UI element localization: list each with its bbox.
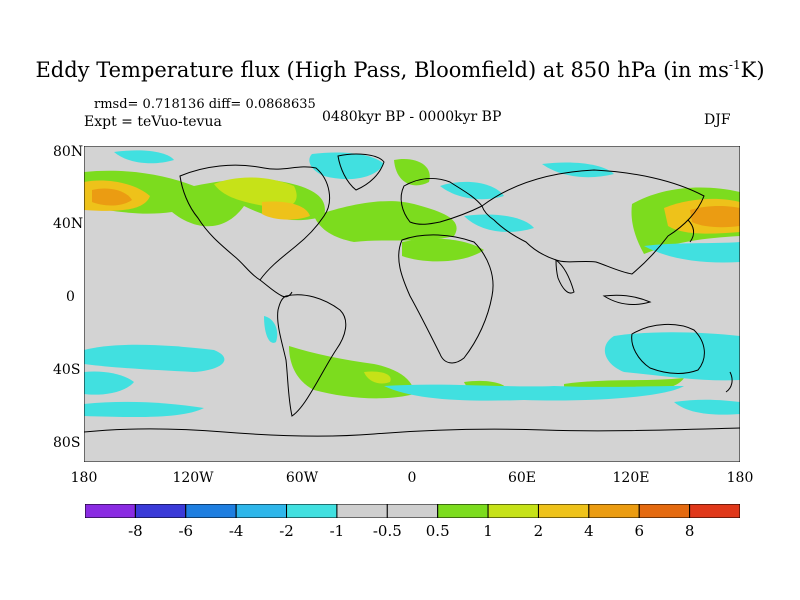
lon-label-60w: 60W: [285, 470, 319, 486]
colorbar-swatch: [588, 504, 640, 518]
lat-label-40s: 40S: [53, 362, 81, 378]
colorbar-swatch: [134, 504, 187, 518]
colorbar-swatch: [336, 504, 388, 518]
colorbar-swatch: [537, 504, 590, 518]
period-label: 0480kyr BP - 0000kyr BP: [322, 109, 502, 125]
season-label: DJF: [704, 112, 731, 128]
colorbar-swatch: [286, 504, 338, 518]
world-map: [84, 146, 740, 462]
anomaly-fields: [84, 150, 740, 418]
colorbar-label: -1: [329, 522, 345, 540]
colorbar-label: 0.5: [425, 522, 450, 540]
lon-label-180e: 180: [726, 470, 754, 486]
colorbar-swatch: [689, 504, 740, 518]
lat-label-80n: 80N: [53, 144, 84, 160]
coastlines: [84, 153, 740, 437]
colorbar-label: 4: [584, 522, 594, 540]
colorbar-label: 8: [684, 522, 695, 540]
colorbar-label: -0.5: [372, 522, 402, 540]
colorbar-swatch: [638, 504, 691, 518]
colorbar-swatch: [487, 504, 539, 518]
lat-label-40n: 40N: [53, 216, 84, 232]
colorbar-label: -2: [279, 522, 294, 540]
lon-label-0: 0: [407, 470, 417, 486]
colorbar-label: -6: [178, 522, 194, 540]
lon-label-60e: 60E: [507, 470, 537, 486]
colorbar-swatch: [185, 504, 237, 518]
experiment-label: Expt = teVuo-tevua: [84, 114, 222, 130]
colorbar-swatch: [85, 504, 136, 518]
colorbar: [85, 504, 740, 518]
colorbar-label: -4: [228, 522, 244, 540]
lat-label-0: 0: [66, 289, 75, 305]
colorbar-swatch: [437, 504, 489, 518]
colorbar-label: 2: [533, 522, 544, 540]
colorbar-swatch: [235, 504, 288, 518]
lon-label-120e: 120E: [612, 470, 650, 486]
lon-label-120w: 120W: [172, 470, 214, 486]
colorbar-label: -8: [128, 522, 143, 540]
lon-label-180w: 180: [70, 470, 98, 486]
stats-text: rmsd= 0.718136 diff= 0.0868635: [94, 97, 316, 112]
lat-label-80s: 80S: [53, 435, 81, 451]
colorbar-label: 6: [634, 522, 644, 540]
map-title: Eddy Temperature flux (High Pass, Bloomf…: [35, 58, 765, 82]
colorbar-swatch: [386, 504, 439, 518]
colorbar-label: 1: [483, 522, 493, 540]
